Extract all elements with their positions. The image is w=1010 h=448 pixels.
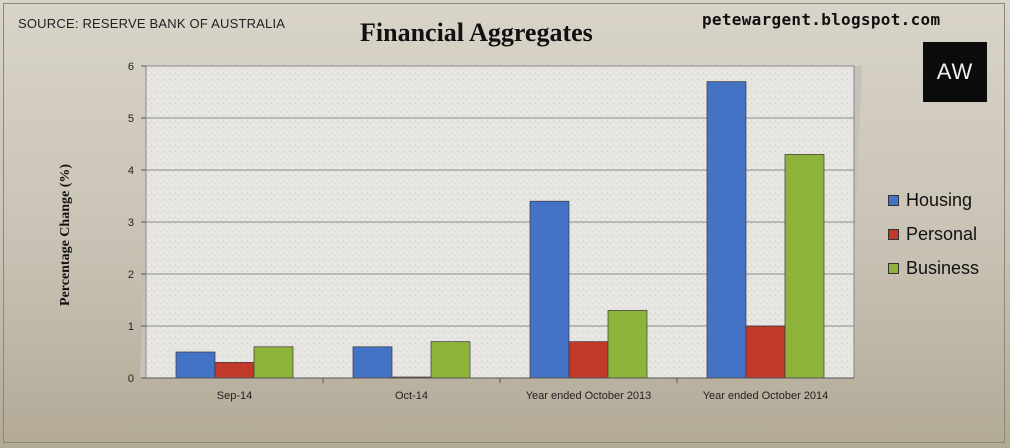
legend-item-housing: Housing [888, 183, 979, 217]
x-tick-label-0: Sep-14 [217, 390, 252, 402]
legend-label-business: Business [906, 257, 980, 278]
y-tick-label-4: 4 [128, 165, 134, 177]
y-tick-label-6: 6 [128, 61, 134, 73]
bar-business-0 [253, 346, 294, 379]
legend-swatch-business [888, 262, 899, 274]
chart-title: Financial Aggregates [360, 18, 593, 47]
x-tick-label-1: Oct-14 [395, 390, 428, 402]
y-tick-label-0: 0 [128, 373, 134, 385]
legend-item-personal: Personal [888, 217, 979, 251]
legend-label-personal: Personal [906, 223, 978, 244]
bar-personal-2 [568, 341, 609, 379]
y-tick-label-5: 5 [128, 113, 134, 125]
bar-personal-0 [214, 362, 255, 379]
legend-swatch-personal [888, 228, 899, 240]
bar-housing-2 [529, 200, 570, 379]
bar-housing-0 [175, 351, 216, 379]
y-tick-label-1: 1 [128, 321, 134, 333]
aw-logo: AW [923, 42, 987, 102]
y-tick-label-2: 2 [128, 269, 134, 281]
x-tick-label-3: Year ended October 2014 [703, 390, 829, 402]
chart-frame [3, 3, 1005, 443]
legend-item-business: Business [888, 251, 979, 285]
blog-url: petewargent.blogspot.com [702, 10, 941, 29]
bar-business-1 [430, 341, 471, 379]
bar-business-3 [784, 154, 825, 379]
legend-swatch-housing [888, 194, 899, 206]
bar-business-2 [607, 310, 648, 379]
bar-housing-1 [352, 346, 393, 379]
y-tick-label-3: 3 [128, 217, 134, 229]
legend-label-housing: Housing [906, 189, 973, 210]
legend: Housing Personal Business [888, 183, 979, 285]
bar-personal-3 [745, 325, 786, 379]
x-tick-label-2: Year ended October 2013 [526, 390, 652, 402]
source-note: SOURCE: RESERVE BANK OF AUSTRALIA [18, 16, 286, 31]
bar-housing-3 [706, 81, 747, 379]
